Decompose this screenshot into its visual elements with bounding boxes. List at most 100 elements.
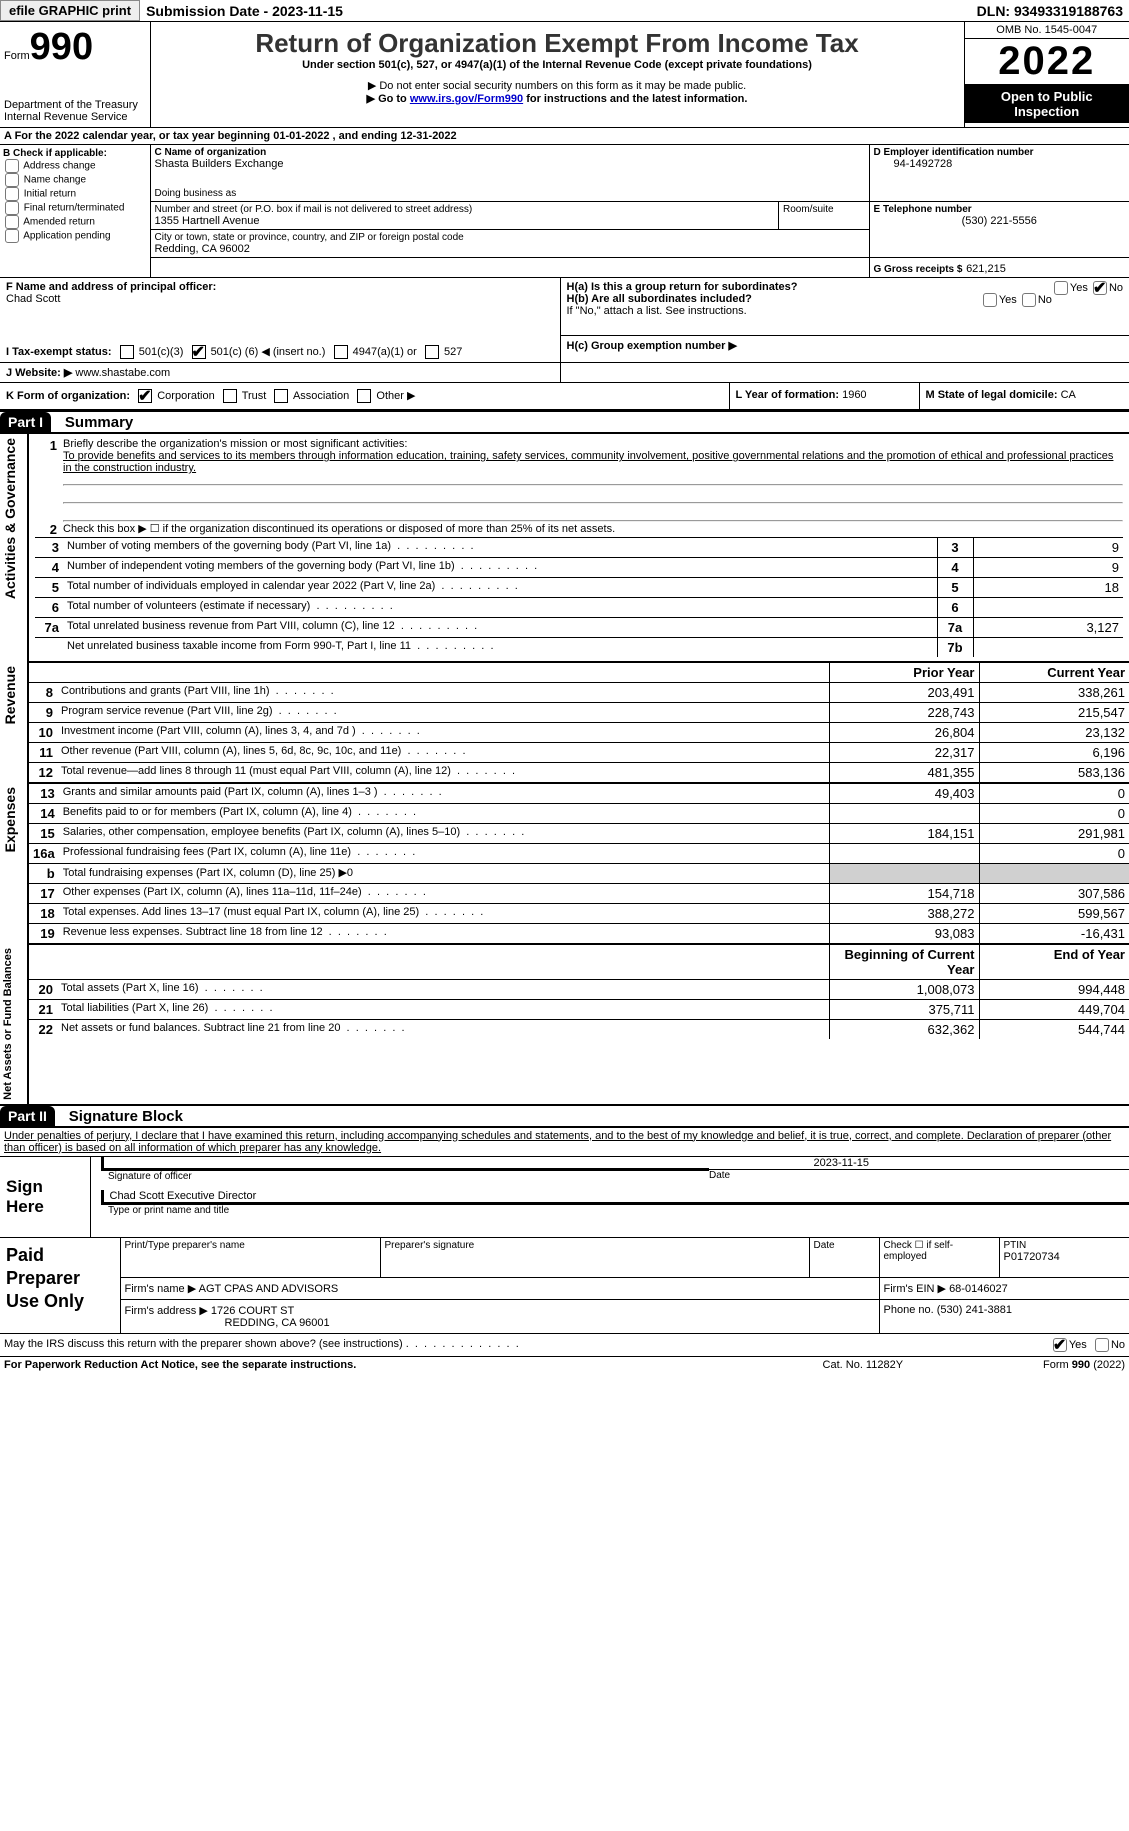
ag-section-label: Activities & Governance — [0, 434, 20, 603]
name-change-opt: Name change — [3, 173, 147, 187]
omb-number: OMB No. 1545-0047 — [965, 22, 1129, 39]
irs-form990-link[interactable]: www.irs.gov/Form990 — [410, 93, 523, 105]
part2-label: Part II — [0, 1106, 55, 1126]
firm-addr2: REDDING, CA 96001 — [125, 1317, 875, 1329]
box-b-label: B Check if applicable: — [3, 148, 147, 159]
summary-row: 13 Grants and similar amounts paid (Part… — [29, 784, 1129, 804]
perjury-declaration: Under penalties of perjury, I declare th… — [0, 1128, 1129, 1157]
treasury-dept: Department of the Treasury — [4, 99, 146, 111]
initial-return-opt: Initial return — [3, 187, 147, 201]
period-end: 12-31-2022 — [400, 130, 456, 142]
firm-ein-label: Firm's EIN ▶ — [884, 1283, 947, 1295]
summary-row: 18 Total expenses. Add lines 13–17 (must… — [29, 904, 1129, 924]
h-b-row: H(b) Are all subordinates included? Yes … — [567, 293, 1124, 305]
goto-pre: ▶ Go to — [367, 93, 410, 105]
prep-date-label: Date — [809, 1238, 879, 1278]
year-formation-value: 1960 — [842, 389, 866, 401]
prep-phone-value: (530) 241-3881 — [937, 1304, 1012, 1316]
form-word: Form — [4, 50, 30, 62]
firm-name-label: Firm's name ▶ — [125, 1283, 197, 1295]
street-label: Number and street (or P.O. box if mail i… — [155, 204, 775, 215]
submission-date-label: Submission Date - 2023-11-15 — [140, 1, 349, 21]
summary-row: 7a Total unrelated business revenue from… — [35, 618, 1123, 638]
org-name-label: C Name of organization — [155, 147, 865, 158]
officer-name-title: Chad Scott Executive Director — [104, 1190, 257, 1202]
ptin-value: P01720734 — [1004, 1251, 1126, 1263]
instructions-line: ▶ Go to www.irs.gov/Form990 for instruct… — [157, 92, 958, 105]
exp-section-label: Expenses — [0, 783, 20, 856]
officer-group-block: F Name and address of principal officer:… — [0, 277, 1129, 382]
dln: DLN: 93493319188763 — [971, 1, 1129, 21]
ein-value: 94-1492728 — [874, 158, 1126, 170]
trust-opt: Trust — [242, 390, 267, 402]
self-employed-check: Check ☐ if self-employed — [879, 1238, 999, 1278]
rev-section-label: Revenue — [0, 662, 20, 728]
tax-exempt-label: I Tax-exempt status: — [6, 346, 112, 358]
org-name: Shasta Builders Exchange — [155, 158, 865, 170]
form-subtitle: Under section 501(c), 527, or 4947(a)(1)… — [157, 59, 958, 71]
part1-header: Part I Summary — [0, 410, 1129, 434]
summary-row: Net unrelated business taxable income fr… — [35, 638, 1123, 658]
summary-row: b Total fundraising expenses (Part IX, c… — [29, 864, 1129, 884]
type-name-label: Type or print name and title — [102, 1203, 1129, 1216]
city-label: City or town, state or province, country… — [155, 232, 865, 243]
dba-label: Doing business as — [155, 188, 865, 199]
discuss-row: May the IRS discuss this return with the… — [0, 1334, 1129, 1357]
sig-officer-label: Signature of officer — [102, 1169, 709, 1182]
top-bar: efile GRAPHIC print Submission Date - 20… — [0, 0, 1129, 22]
summary-row: 16a Professional fundraising fees (Part … — [29, 844, 1129, 864]
gross-receipts-value: 621,215 — [966, 263, 1006, 275]
phone-label: E Telephone number — [874, 204, 1126, 215]
ptin-label: PTIN — [1004, 1240, 1126, 1251]
summary-row: 17 Other expenses (Part IX, column (A), … — [29, 884, 1129, 904]
addr-change-opt: Address change — [3, 159, 147, 173]
summary-row: 9 Program service revenue (Part VIII, li… — [29, 703, 1129, 723]
officer-name: Chad Scott — [6, 293, 554, 305]
summary-row: 15 Salaries, other compensation, employe… — [29, 824, 1129, 844]
form-org-row: K Form of organization: Corporation Trus… — [0, 382, 1129, 410]
final-return-opt: Final return/terminated — [3, 201, 147, 215]
efile-print-button[interactable]: efile GRAPHIC print — [0, 0, 140, 21]
part1-title: Summary — [55, 414, 133, 431]
mission-label: Briefly describe the organization's miss… — [63, 438, 407, 450]
prep-phone-label: Phone no. — [884, 1304, 934, 1316]
h-b-label: H(b) Are all subordinates included? — [567, 293, 752, 305]
opt-501c-pre: 501(c) ( — [211, 346, 249, 358]
other-opt: Other ▶ — [376, 390, 415, 402]
tax-exempt-row: I Tax-exempt status: 501(c)(3) 501(c) (6… — [6, 345, 554, 359]
amended-return-opt: Amended return — [3, 215, 147, 229]
discuss-text: May the IRS discuss this return with the… — [4, 1338, 403, 1352]
app-pending-opt: Application pending — [3, 229, 147, 243]
h-a-label: H(a) Is this a group return for subordin… — [567, 281, 798, 293]
summary-row: 10 Investment income (Part VIII, column … — [29, 723, 1129, 743]
form-org-label: K Form of organization: — [6, 390, 130, 402]
street-value: 1355 Hartnell Avenue — [155, 215, 775, 227]
opt-527: 527 — [444, 346, 462, 358]
period-begin: 01-01-2022 — [273, 130, 329, 142]
prep-name-label: Print/Type preparer's name — [120, 1238, 380, 1278]
state-domicile-label: M State of legal domicile: — [926, 389, 1058, 401]
period-prefix: A For the 2022 calendar year, or tax yea… — [4, 130, 273, 142]
summary-row: 8 Contributions and grants (Part VIII, l… — [29, 683, 1129, 703]
assoc-opt: Association — [293, 390, 349, 402]
open-inspection-box: Open to Public Inspection — [965, 85, 1129, 123]
h-c-label: H(c) Group exemption number ▶ — [567, 340, 737, 352]
state-domicile-value: CA — [1061, 389, 1076, 401]
firm-addr1: 1726 COURT ST — [211, 1305, 294, 1317]
corp-opt: Corporation — [157, 390, 214, 402]
prep-sig-label: Preparer's signature — [380, 1238, 809, 1278]
form-title: Return of Organization Exempt From Incom… — [157, 28, 958, 59]
summary-row: 11 Other revenue (Part VIII, column (A),… — [29, 743, 1129, 763]
form-number: 990 — [30, 26, 93, 68]
cat-no: Cat. No. 11282Y — [823, 1359, 904, 1371]
summary-row: 22 Net assets or fund balances. Subtract… — [29, 1020, 1129, 1040]
summary-row: 6 Total number of volunteers (estimate i… — [35, 598, 1123, 618]
sign-here-label: Sign Here — [0, 1157, 90, 1238]
form-header: Form990 Department of the Treasury Inter… — [0, 22, 1129, 128]
website-url: www.shastabe.com — [75, 367, 170, 379]
nafb-section-label: Net Assets or Fund Balances — [0, 944, 16, 1104]
year-formation-label: L Year of formation: — [736, 389, 840, 401]
dln-value: 93493319188763 — [1014, 3, 1123, 19]
firm-name-value: AGT CPAS AND ADVISORS — [199, 1283, 339, 1295]
ssn-warning: ▶ Do not enter social security numbers o… — [157, 79, 958, 92]
